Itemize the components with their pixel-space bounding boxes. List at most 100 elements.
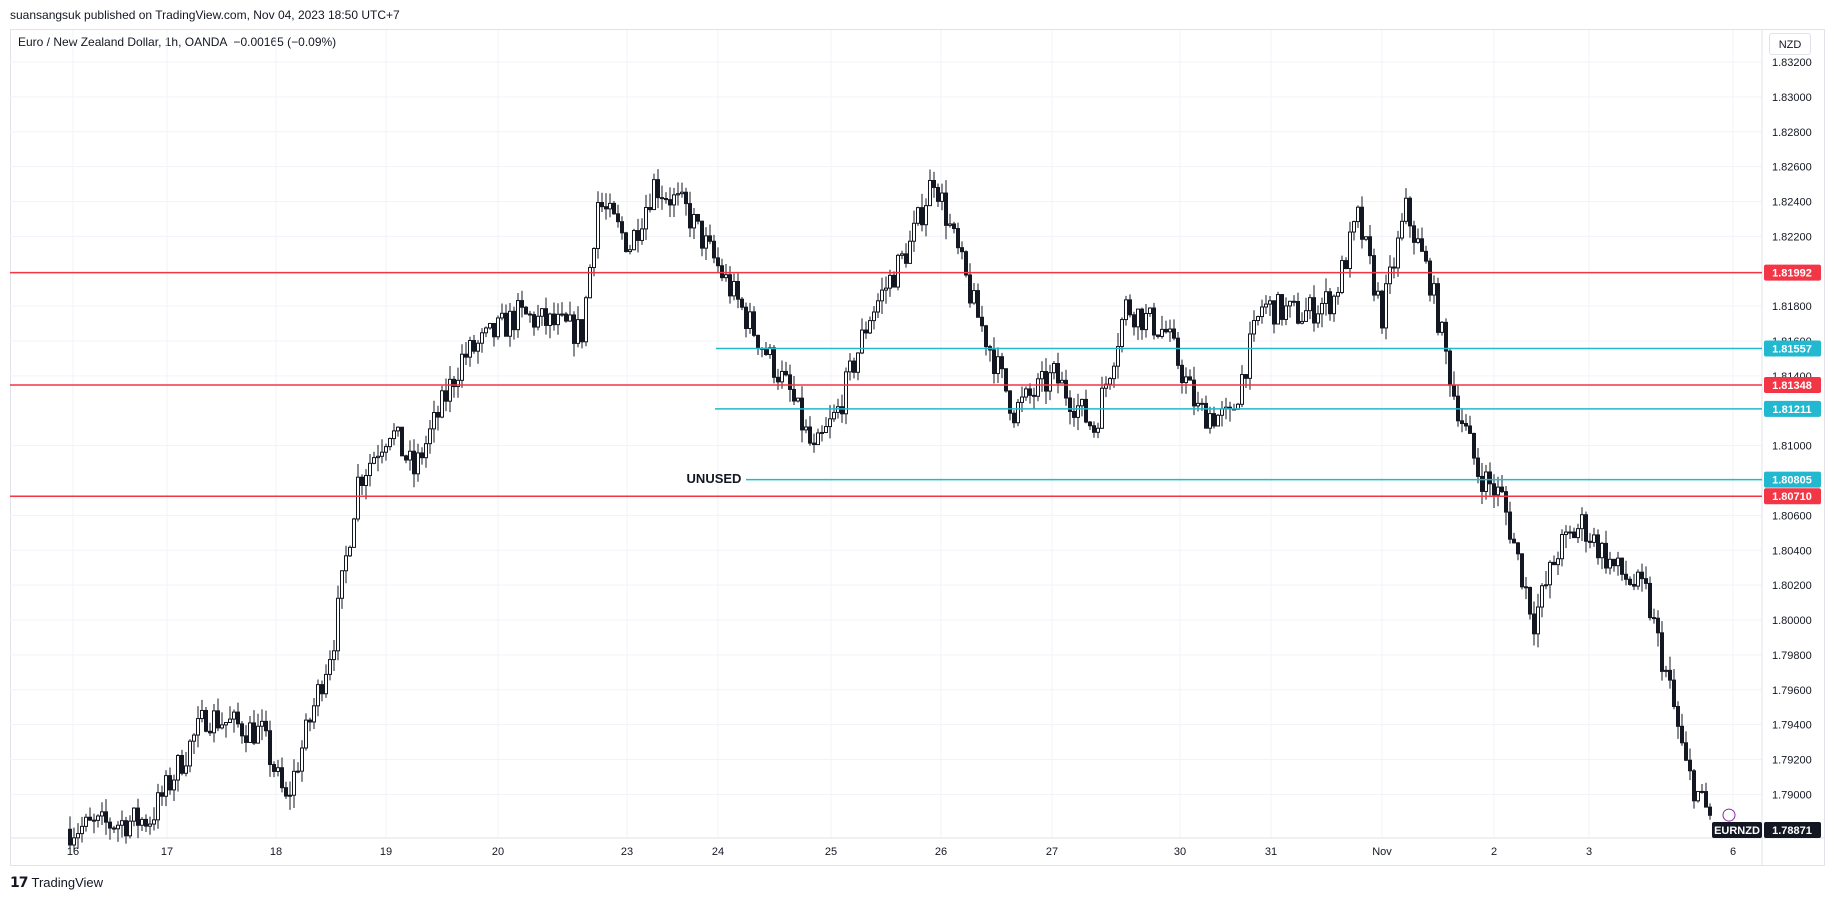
candle-body	[1704, 791, 1708, 808]
candle-body	[1528, 586, 1532, 615]
candle-body	[144, 818, 148, 827]
candle-body	[488, 322, 492, 329]
candle-body	[504, 312, 508, 337]
candle-body	[964, 251, 968, 276]
candle-body	[196, 718, 200, 736]
candle-body	[1616, 557, 1620, 567]
candle-body	[1484, 471, 1488, 492]
candle-body	[1544, 584, 1548, 587]
symbol-tag	[1712, 822, 1762, 838]
candle-body	[792, 388, 796, 402]
currency-button[interactable]: NZD	[1769, 33, 1811, 55]
candle-body	[1268, 300, 1272, 305]
candle-body	[1296, 300, 1300, 324]
candle-body	[476, 342, 480, 352]
candle-body	[448, 378, 452, 402]
candle-body	[812, 442, 816, 446]
candle-body	[1400, 220, 1404, 239]
y-tick-label: 1.79000	[1772, 789, 1812, 801]
candle-body	[696, 213, 700, 222]
candle-body	[240, 723, 244, 737]
candle-body	[1584, 514, 1588, 542]
price-tag	[1764, 264, 1821, 281]
candle-body	[1632, 583, 1636, 587]
candle-body	[1440, 321, 1444, 333]
candle-body	[604, 206, 608, 210]
candle-body	[1592, 534, 1596, 543]
candle-body	[640, 228, 644, 241]
candle-body	[1636, 571, 1640, 587]
candle-body	[1492, 483, 1496, 496]
candle-body	[100, 811, 104, 817]
candle-body	[1260, 306, 1264, 318]
candle-body	[1676, 705, 1680, 727]
candle-body	[756, 334, 760, 349]
price-tag	[1764, 376, 1821, 393]
candle-body	[160, 792, 164, 797]
candle-body	[576, 319, 580, 344]
candle-body	[740, 298, 744, 308]
candle-body	[452, 378, 456, 388]
candle-body	[1480, 475, 1484, 492]
candle-body	[972, 290, 976, 304]
candle-body	[1396, 237, 1400, 269]
candle-body	[1192, 379, 1196, 407]
candle-body	[1624, 573, 1628, 580]
candle-body	[468, 340, 472, 358]
candle-body	[744, 306, 748, 329]
candle-body	[1036, 378, 1040, 397]
candle-body	[1348, 231, 1352, 270]
candle-body	[1008, 390, 1012, 414]
candle-body	[140, 818, 144, 826]
candle-body	[1308, 297, 1312, 312]
y-tick-label: 1.82400	[1772, 197, 1812, 209]
chart-frame[interactable]	[10, 29, 1825, 866]
candle-body	[1352, 221, 1356, 233]
candle-body	[764, 347, 768, 356]
candle-body	[104, 811, 108, 823]
candle-body	[828, 418, 832, 428]
candle-body	[1612, 558, 1616, 567]
x-tick-label: 26	[935, 846, 947, 858]
candle-body	[1404, 197, 1408, 222]
candle-body	[1272, 300, 1276, 325]
candle-body	[372, 457, 376, 464]
candle-body	[1284, 305, 1288, 320]
candle-body	[328, 659, 332, 675]
y-tick-label: 1.80200	[1772, 580, 1812, 592]
candle-body	[1444, 321, 1448, 352]
candle-body	[1464, 423, 1468, 427]
candle-body	[536, 315, 540, 328]
candle-body	[1080, 398, 1084, 407]
candle-body	[1436, 283, 1440, 333]
tradingview-logo-icon: 𝟭𝟳	[10, 874, 29, 890]
candle-body	[1360, 206, 1364, 240]
candle-body	[80, 825, 84, 835]
candle-body	[332, 650, 336, 661]
candle-body	[1604, 542, 1608, 569]
candle-body	[648, 207, 652, 211]
candle-body	[800, 397, 804, 431]
candle-body	[996, 356, 1000, 375]
candle-body	[880, 289, 884, 302]
footer[interactable]: 𝟭𝟳 TradingView	[10, 874, 103, 891]
candle-body	[252, 722, 256, 744]
candle-body	[1452, 384, 1456, 397]
candle-body	[820, 431, 824, 434]
candle-body	[660, 197, 664, 200]
candle-body	[608, 202, 612, 210]
candle-body	[376, 455, 380, 459]
candle-body	[752, 311, 756, 336]
candle-body	[784, 370, 788, 376]
candle-body	[684, 191, 688, 205]
candle-body	[1024, 388, 1028, 398]
x-tick-label: 2	[1491, 846, 1497, 858]
candle-body	[772, 347, 776, 378]
candle-body	[1380, 290, 1384, 329]
candle-body	[304, 719, 308, 749]
candle-body	[804, 426, 808, 431]
candle-body	[256, 725, 260, 744]
candle-body	[1376, 290, 1380, 296]
y-tick-label: 1.83000	[1772, 92, 1812, 104]
